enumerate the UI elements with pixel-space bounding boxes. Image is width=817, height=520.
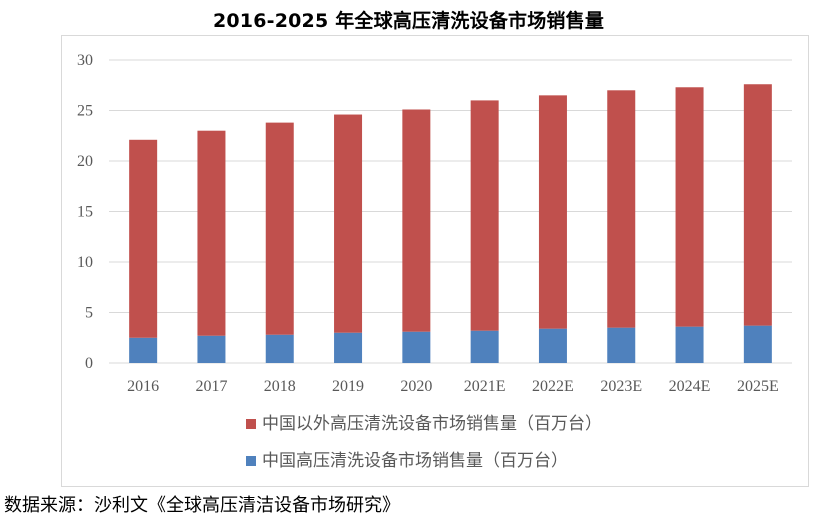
bar-china [265,334,294,363]
bar-china [470,330,499,363]
x-tick-label: 2025E [737,378,779,395]
bar-china [129,337,158,363]
y-tick-label: 5 [85,305,93,322]
bar-outside-china [334,114,363,333]
legend-swatch [246,419,256,429]
x-tick-label: 2021E [464,378,506,395]
legend-label: 中国以外高压清洗设备市场销售量（百万台） [262,414,602,434]
x-tick-label: 2023E [600,378,642,395]
bar-outside-china [743,84,772,326]
bar-outside-china [197,130,226,336]
y-tick-label: 0 [85,355,93,372]
x-tick-label: 2020 [400,378,432,395]
bar-outside-china [265,122,294,335]
bar-china [538,328,567,363]
bar-china [402,331,431,363]
y-tick-label: 20 [77,153,93,170]
x-tick-label: 2022E [532,378,574,395]
y-tick-label: 25 [77,103,93,120]
x-tick-label: 2017 [195,378,227,395]
bar-outside-china [402,109,431,332]
chart-title: 2016-2025 年全球高压清洗设备市场销售量 [212,10,605,32]
bar-china [607,327,636,363]
bar-outside-china [470,100,499,331]
bar-outside-china [129,139,158,338]
bar-outside-china [607,90,636,328]
x-tick-label: 2024E [669,378,711,395]
x-tick-label: 2016 [127,378,159,395]
y-tick-label: 30 [77,52,93,69]
source-note: 数据来源：沙利文《全球高压清洁设备市场研究》 [4,495,400,516]
y-tick-label: 10 [77,254,93,271]
bar-china [743,325,772,363]
bar-china [334,332,363,363]
bar-outside-china [538,95,567,329]
legend-swatch [246,456,256,466]
x-tick-label: 2019 [332,378,364,395]
y-tick-label: 15 [77,204,93,221]
bar-china [197,335,226,363]
bar-outside-china [675,87,704,327]
bar-china [675,326,704,363]
legend-label: 中国高压清洗设备市场销售量（百万台） [262,451,568,471]
x-tick-label: 2018 [264,378,296,395]
